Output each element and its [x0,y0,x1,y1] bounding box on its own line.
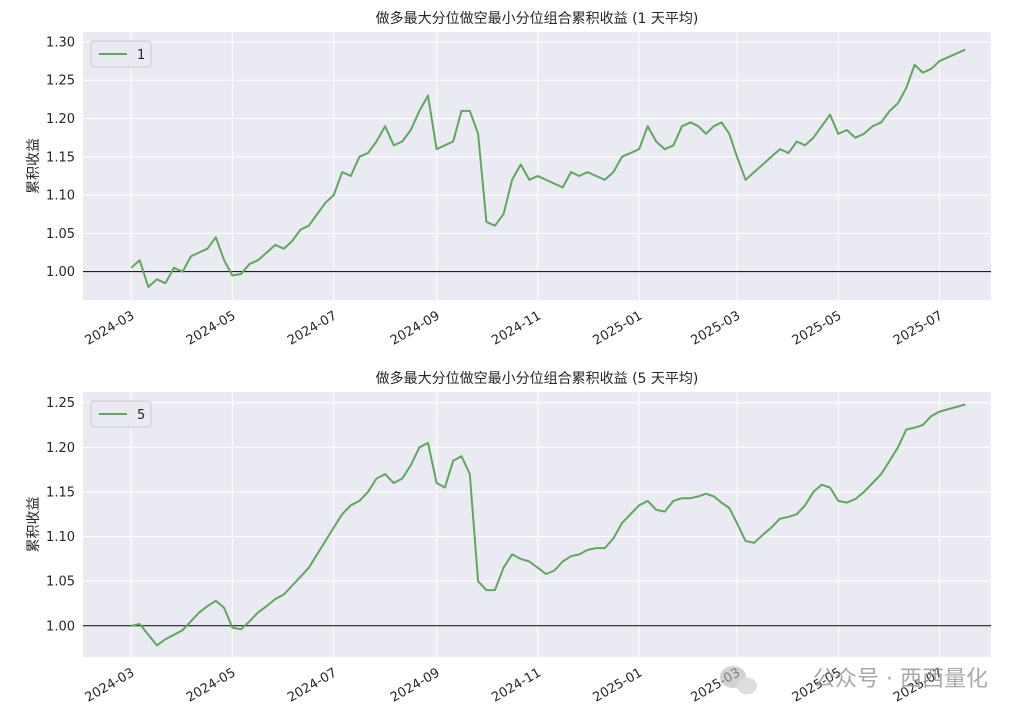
y-tick-label: 1.30 [46,35,75,50]
series-line [130,403,966,647]
x-tick-label: 2025-03 [688,308,743,348]
plot-area [83,32,991,300]
x-tick-label: 2024-09 [388,308,443,348]
x-tick-label: 2025-01 [591,665,646,705]
x-tick-label: 2025-05 [790,308,845,348]
legend-label: 1 [137,48,145,63]
x-tick-label: 2024-05 [184,308,239,348]
y-tick-label: 1.15 [46,485,75,500]
y-axis-label: 累积收益 [26,497,42,553]
chart-title: 做多最大分位做空最小分位组合累积收益 (1 天平均) [376,10,699,27]
x-tick-label: 2024-03 [83,665,138,705]
y-axis-label: 累积收益 [26,138,42,194]
x-tick-label: 2024-07 [285,308,340,348]
x-tick-label: 2024-11 [489,665,544,705]
legend: 1 [90,40,152,68]
watermark: 公众号 · 西西量化 [813,667,988,692]
x-tick-label: 2024-11 [489,308,544,348]
y-tick-label: 1.00 [46,265,75,280]
x-tick-label: 2024-05 [184,665,239,705]
legend: 5 [90,400,152,428]
y-tick-label: 1.05 [46,575,75,590]
y-tick-label: 1.10 [46,530,75,545]
y-tick-label: 1.05 [46,227,75,242]
series-line [130,48,966,288]
y-tick-label: 1.25 [46,396,75,411]
x-tick-label: 2024-09 [388,665,443,705]
x-tick-label: 2024-03 [83,308,138,348]
legend-label: 5 [137,408,145,423]
y-tick-label: 1.20 [46,441,75,456]
chart-title: 做多最大分位做空最小分位组合累积收益 (5 天平均) [376,370,699,387]
y-tick-label: 1.10 [46,189,75,204]
y-tick-label: 1.15 [46,150,75,165]
x-tick-label: 2025-07 [891,308,946,348]
watermark-icon [720,666,757,695]
y-tick-label: 1.25 [46,74,75,89]
y-tick-label: 1.20 [46,112,75,127]
plot-area [83,392,991,657]
x-tick-label: 2025-01 [591,308,646,348]
x-tick-label: 2024-07 [285,665,340,705]
y-tick-label: 1.00 [46,619,75,634]
